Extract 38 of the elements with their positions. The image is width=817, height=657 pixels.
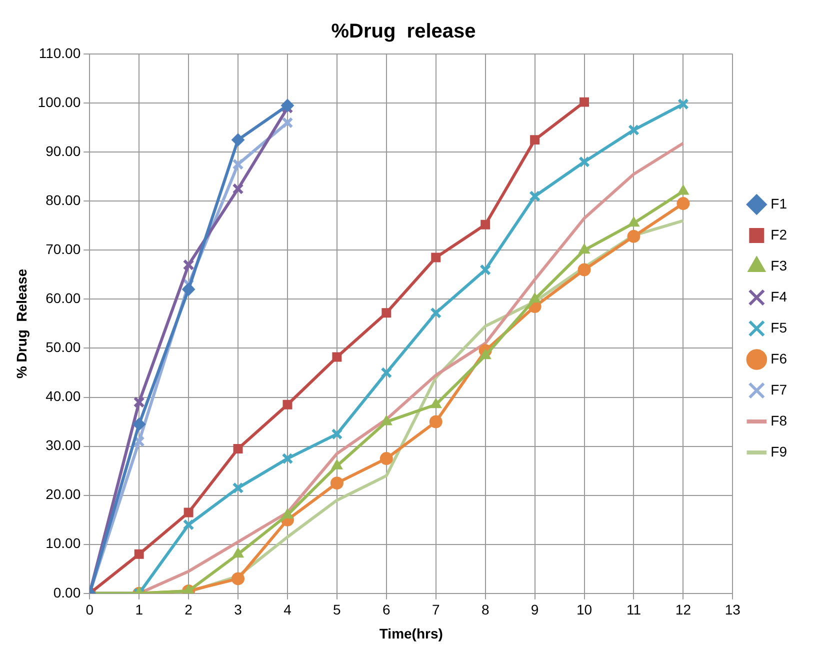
y-tick-label: 80.00 <box>46 192 81 208</box>
x-tick-label: 6 <box>382 602 391 618</box>
x-tick-label: 3 <box>234 602 242 618</box>
legend-label: F4 <box>770 288 788 304</box>
legend-label: F8 <box>770 412 788 428</box>
x-tick-label: 2 <box>184 602 193 618</box>
y-tick-label: 40.00 <box>46 388 81 404</box>
x-tick-label: 5 <box>333 602 342 618</box>
x-tick-label: 7 <box>432 602 440 618</box>
x-tick-label: 11 <box>626 602 642 618</box>
legend-label: F3 <box>770 257 788 274</box>
legend-label: F5 <box>770 319 788 336</box>
x-tick-label: 4 <box>284 602 292 618</box>
legend-label: F9 <box>770 443 788 460</box>
y-tick-label: 70.00 <box>46 241 81 258</box>
x-axis-title: Time(hrs) <box>379 625 443 642</box>
x-tick-label: 0 <box>86 602 94 618</box>
y-tick-label: 50.00 <box>46 339 81 356</box>
legend-label: F7 <box>770 381 788 398</box>
x-tick-label: 9 <box>530 602 539 618</box>
y-tick-label: 110.00 <box>38 44 81 61</box>
y-tick-label: 90.00 <box>46 142 81 159</box>
y-tick-label: 0.00 <box>53 584 81 600</box>
y-tick-label: 100.00 <box>38 94 81 110</box>
chart-title: %Drug release <box>331 20 476 43</box>
y-tick-label: 20.00 <box>46 486 81 502</box>
legend-label: F6 <box>770 350 788 366</box>
y-axis-title: % Drug Release <box>13 268 30 379</box>
x-tick-label: 8 <box>481 602 490 618</box>
x-tick-label: 12 <box>675 602 692 618</box>
x-tick-label: 13 <box>724 602 741 618</box>
x-tick-label: 1 <box>135 602 144 618</box>
y-tick-label: 10.00 <box>46 535 81 552</box>
legend-label: F1 <box>770 195 788 212</box>
x-tick-label: 10 <box>576 602 592 618</box>
legend-label: F2 <box>770 226 788 242</box>
y-tick-label: 30.00 <box>46 437 81 454</box>
y-tick-label: 60.00 <box>46 290 81 306</box>
